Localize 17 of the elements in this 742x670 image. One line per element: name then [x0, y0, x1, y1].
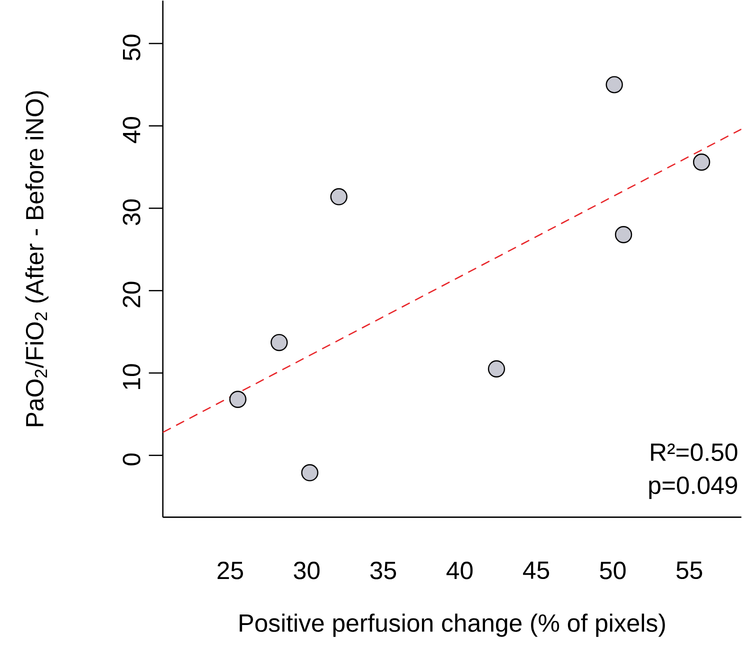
x-tick-label: 45 [523, 562, 550, 579]
x-tick-label: 50 [600, 562, 626, 580]
annotation: R²=0.50 [651, 443, 738, 462]
y-tick-label: 0 [122, 453, 140, 466]
x-axis-title: Positive perfusion change (% of pixels) [240, 614, 665, 637]
y-tick-label: 10 [122, 364, 140, 389]
x-tick-label: 55 [676, 562, 702, 579]
y-tick-label: 20 [122, 282, 140, 308]
x-tick-label: 35 [370, 562, 396, 580]
x-tick-label: 25 [218, 562, 243, 580]
y-tick-label: 30 [122, 199, 140, 226]
x-tick-label: 40 [446, 562, 473, 580]
annotation: p=0.049 [649, 476, 738, 499]
y-axis-title: PaO$_{2}$/FiO$_{2}$ (After - Before iNO) [25, 91, 48, 426]
x-tick-label: 30 [294, 562, 320, 580]
y-tick-label: 50 [122, 34, 140, 60]
y-tick-label: 40 [122, 116, 140, 144]
